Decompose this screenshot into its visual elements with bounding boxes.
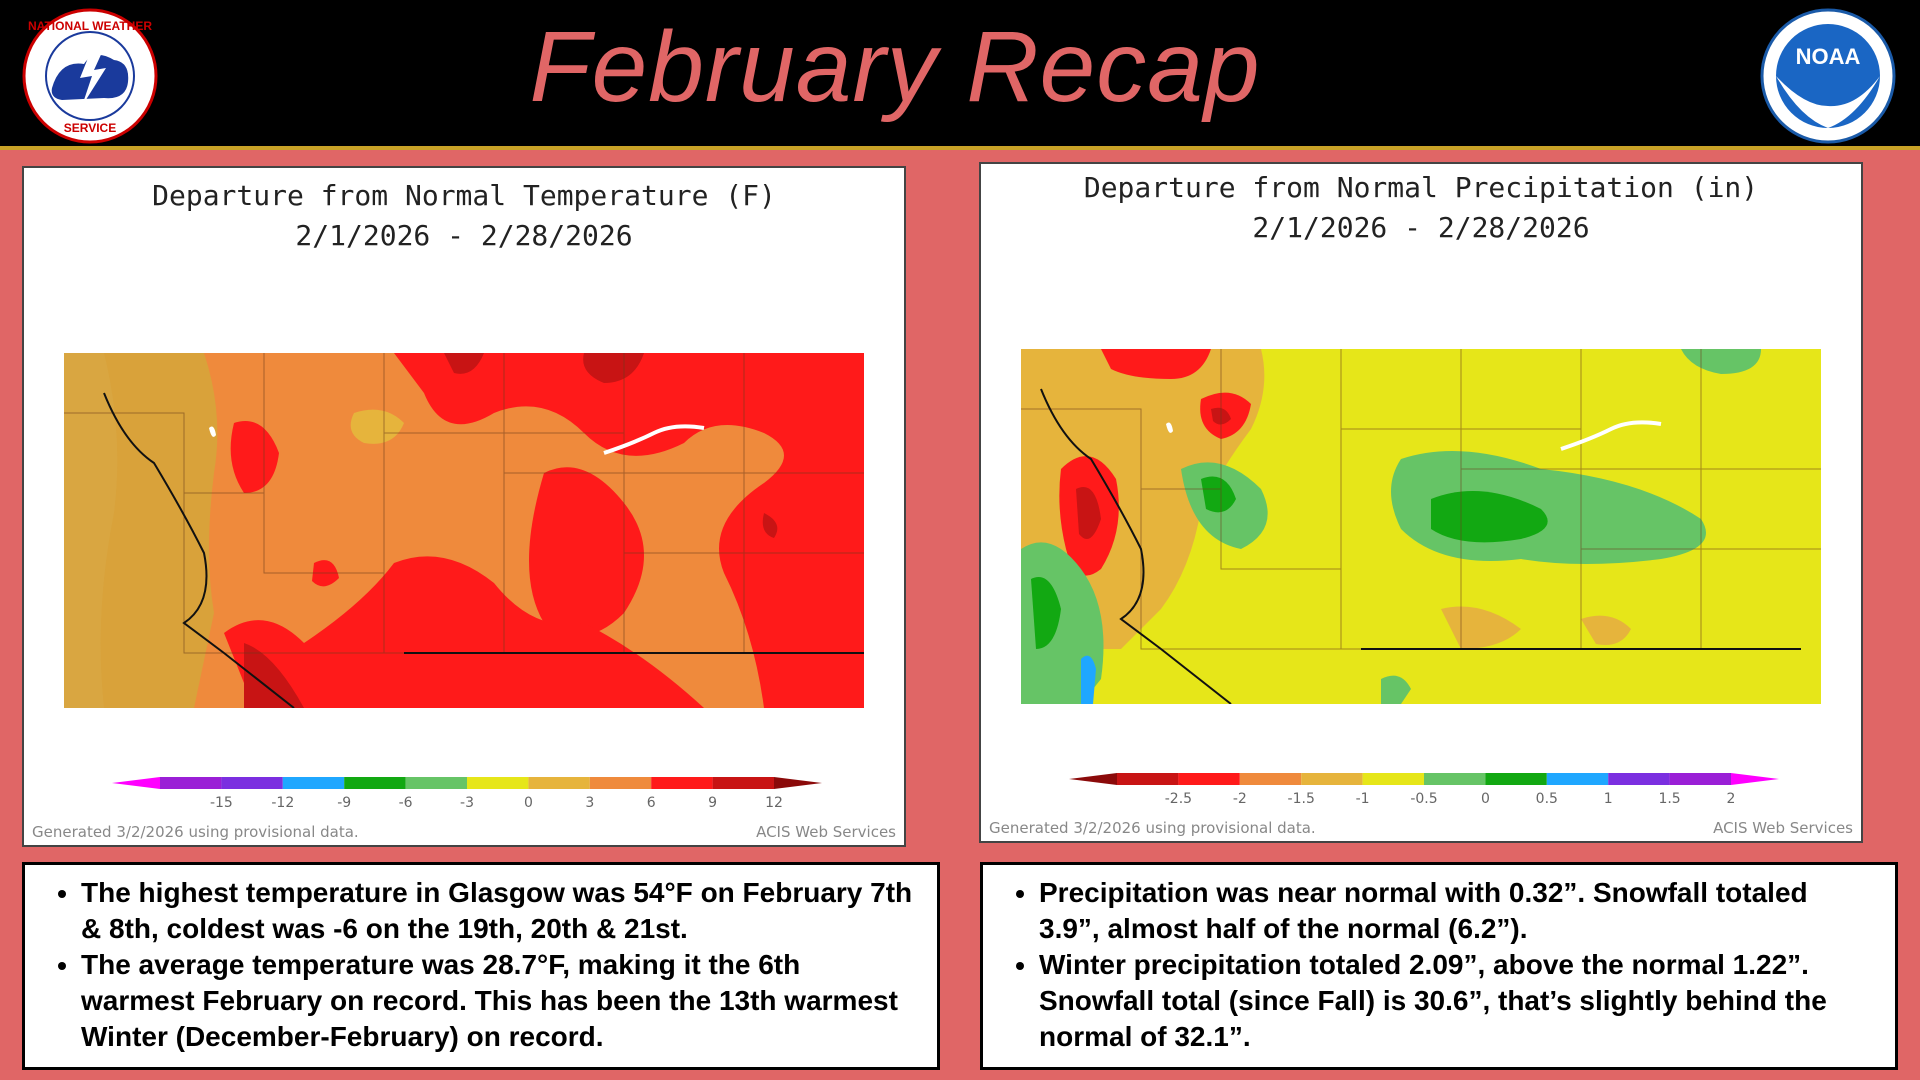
temperature-scale-label: -12 — [271, 795, 294, 811]
precipitation-scale-right-arrow — [1731, 773, 1779, 785]
temperature-scale-label: 0 — [524, 795, 533, 811]
temperature-scale-label: 6 — [647, 795, 656, 811]
temperature-scale-left-arrow — [112, 777, 160, 789]
precipitation-scale-swatch — [1117, 773, 1179, 785]
noaa-logo-icon: NOAA — [1760, 8, 1896, 144]
precipitation-map-date-range: 2/1/2026 - 2/28/2026 — [1252, 211, 1590, 244]
precipitation-scale-label: 1.5 — [1658, 791, 1680, 807]
temperature-note-2: The average temperature was 28.7°F, maki… — [81, 947, 917, 1055]
temperature-scale-label: 3 — [585, 795, 594, 811]
precipitation-scale-label: 1 — [1604, 791, 1613, 807]
precipitation-scale-swatch — [1608, 773, 1670, 785]
temperature-scale-swatch — [589, 777, 652, 789]
temperature-scale-swatch — [651, 777, 713, 789]
precipitation-scale-label: 2 — [1727, 791, 1736, 807]
precipitation-notes-box: Precipitation was near normal with 0.32”… — [980, 862, 1898, 1070]
temperature-scale-right-arrow — [774, 777, 822, 789]
precipitation-scale-swatch — [1485, 773, 1547, 785]
svg-text:NATIONAL WEATHER: NATIONAL WEATHER — [28, 19, 152, 33]
temperature-map-panel: Departure from Normal Temperature (F) 2/… — [22, 166, 906, 847]
precipitation-scale-swatch — [1546, 773, 1609, 785]
temperature-color-scale: -15-12-9-6-303691215 — [112, 777, 822, 811]
precipitation-scale-swatch — [1301, 773, 1363, 785]
nws-logo-icon: NATIONAL WEATHER SERVICE — [22, 8, 158, 144]
precipitation-scale-label: -0.5 — [1410, 791, 1437, 807]
precipitation-scale-swatch — [1239, 773, 1302, 785]
temperature-notes-box: The highest temperature in Glasgow was 5… — [22, 862, 940, 1070]
temperature-map-footer-generated: Generated 3/2/2026 using provisional dat… — [32, 823, 359, 841]
temperature-map-footer-source: ACIS Web Services — [756, 823, 896, 841]
temperature-map-title: Departure from Normal Temperature (F) 2/… — [24, 176, 904, 256]
temperature-scale-swatch — [528, 777, 590, 789]
temperature-scale-swatch — [467, 777, 529, 789]
temperature-note-1: The highest temperature in Glasgow was 5… — [81, 875, 917, 947]
precipitation-map-panel: Departure from Normal Precipitation (in)… — [979, 162, 1863, 843]
page-title: February Recap — [529, 11, 1261, 123]
precipitation-scale-swatch — [1669, 773, 1731, 785]
temperature-map — [64, 353, 864, 708]
precipitation-scale-label: 0 — [1481, 791, 1490, 807]
temperature-scale-label: -6 — [399, 795, 413, 811]
temperature-scale-swatch — [344, 777, 406, 789]
temperature-scale-label: -15 — [210, 795, 233, 811]
precipitation-scale-swatch — [1362, 773, 1424, 785]
precipitation-scale-label: -2 — [1233, 791, 1247, 807]
temperature-scale-label: 12 — [765, 795, 783, 811]
precipitation-color-scale: -2.5-2-1.5-1-0.500.511.522.5 — [1069, 773, 1779, 807]
precipitation-notes-list: Precipitation was near normal with 0.32”… — [1003, 875, 1875, 1055]
precipitation-map-title-line1: Departure from Normal Precipitation (in) — [1083, 171, 1759, 204]
precipitation-note-2: Winter precipitation totaled 2.09”, abov… — [1039, 947, 1875, 1055]
precipitation-map — [1021, 349, 1821, 704]
svg-text:SERVICE: SERVICE — [64, 121, 116, 135]
noaa-logo-label: NOAA — [1796, 44, 1861, 69]
precipitation-scale-swatch — [1178, 773, 1240, 785]
temperature-scale-swatch — [282, 777, 345, 789]
precipitation-scale-label: -2.5 — [1165, 791, 1192, 807]
temperature-scale-swatch — [712, 777, 774, 789]
temperature-map-date-range: 2/1/2026 - 2/28/2026 — [295, 219, 633, 252]
temperature-scale-label: -3 — [460, 795, 474, 811]
precipitation-note-1: Precipitation was near normal with 0.32”… — [1039, 875, 1875, 947]
precipitation-scale-label: -1.5 — [1288, 791, 1315, 807]
header-banner: NATIONAL WEATHER SERVICE February Recap … — [0, 0, 1920, 150]
precipitation-scale-swatch — [1424, 773, 1486, 785]
temperature-scale-swatch — [160, 777, 222, 789]
temperature-scale-swatch — [405, 777, 467, 789]
temperature-map-title-line1: Departure from Normal Temperature (F) — [152, 179, 776, 212]
temperature-scale-label: -9 — [337, 795, 351, 811]
precipitation-map-footer-generated: Generated 3/2/2026 using provisional dat… — [989, 819, 1316, 837]
precipitation-scale-left-arrow — [1069, 773, 1117, 785]
temperature-notes-list: The highest temperature in Glasgow was 5… — [45, 875, 917, 1055]
precipitation-scale-label: 0.5 — [1536, 791, 1558, 807]
temperature-scale-swatch — [221, 777, 283, 789]
precipitation-map-footer-source: ACIS Web Services — [1713, 819, 1853, 837]
precipitation-map-title: Departure from Normal Precipitation (in)… — [981, 168, 1861, 248]
temperature-scale-label: 9 — [708, 795, 717, 811]
precipitation-scale-label: -1 — [1356, 791, 1370, 807]
